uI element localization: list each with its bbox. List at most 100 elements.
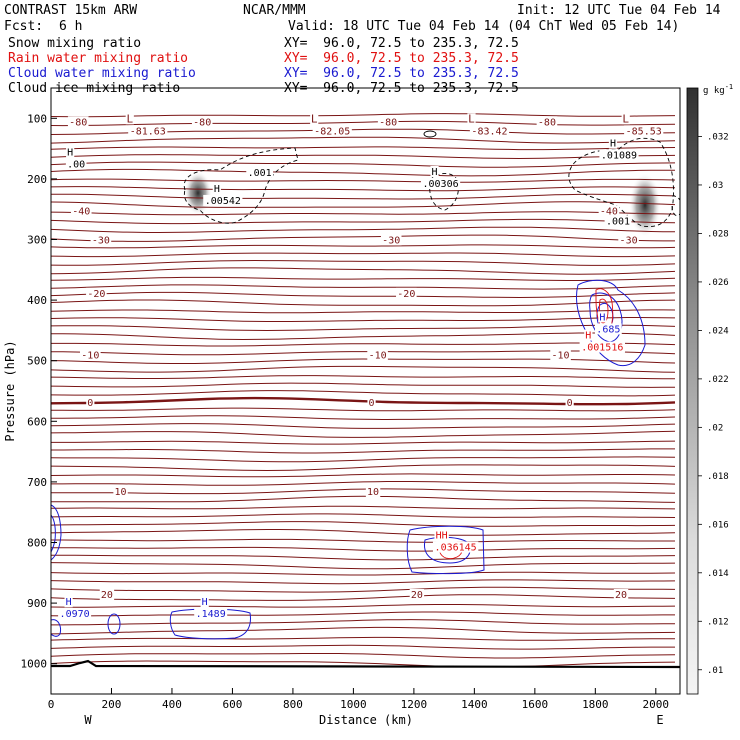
temperature-label-bg (565, 396, 574, 408)
x-tick-label: 1600 (522, 698, 549, 711)
temperature-label: 10 (115, 487, 127, 498)
field-snow-name: Snow mixing ratio (8, 36, 142, 51)
ice-max-value: .01089 (601, 150, 637, 161)
low-value: -81.63 (130, 126, 166, 137)
temperature-label-bg (613, 589, 629, 601)
temperature-isotherm (51, 154, 676, 160)
plot-frame (50, 87, 681, 695)
temperature-isotherm (51, 473, 676, 478)
temperature-label-bg (80, 349, 101, 361)
ice-contours (183, 130, 680, 227)
cloud-water-center-inner (423, 536, 471, 564)
temperature-isotherm (51, 546, 676, 552)
colorbar-tick-label: .024 (707, 326, 729, 336)
cloud-water-max-value: .685 (596, 324, 620, 335)
temperature-isotherm (51, 554, 676, 561)
temperature-label-bg (86, 396, 95, 408)
temperature-label-bg (396, 287, 417, 299)
ice-max-marker: H (67, 148, 73, 159)
rain-max-marker: H (585, 331, 591, 342)
ice-max-marker: H (610, 138, 616, 149)
low-value-bg (469, 125, 510, 137)
temperature-label: 0 (87, 398, 93, 409)
temperature-isotherm (51, 611, 675, 617)
rain-max-marker: HH (436, 531, 448, 542)
ice-max-value: .00306 (423, 179, 459, 190)
field-ice-name: Cloud ice mixing ratio (8, 81, 181, 96)
temperature-label-bg (67, 116, 89, 128)
temperature-isotherm (51, 234, 675, 242)
y-tick-label: 600 (27, 415, 47, 428)
temperature-isotherm (51, 488, 676, 495)
ice-contour-label-bg (246, 166, 274, 178)
temperature-label-bg (90, 234, 112, 246)
contour-labels: -80 -80 -80 -80 -40 -40 -30 -30 -30 -20 -20 -10 -10 -… (58, 112, 664, 620)
temperature-isotherm (51, 350, 676, 356)
x-tick-label: 1800 (582, 698, 609, 711)
temperature-isotherm (51, 430, 676, 438)
field-rain-xy: XY= 96.0, 72.5 to 235.3, 72.5 (284, 51, 519, 66)
temperature-isotherm (51, 168, 675, 177)
colorbar-tick-label: .026 (707, 278, 729, 288)
colorbar-tick-label: .014 (707, 569, 729, 579)
rain-contours (438, 288, 614, 559)
temperature-isotherm (51, 342, 676, 347)
x-tick-label: 1400 (461, 698, 488, 711)
cloud-water-max-marker: H (599, 312, 605, 323)
colorbar-tick-label: .018 (707, 472, 729, 482)
cloud-water-west-edge (51, 504, 62, 561)
cloud-water-west-low (51, 619, 61, 637)
ice-max-marker-bg (212, 182, 221, 194)
temperature-isotherm (51, 495, 676, 503)
temperature-isotherm (51, 529, 676, 536)
temperature-isotherm (51, 284, 676, 290)
cloud-water-max-marker: H (66, 597, 72, 608)
colorbar-ticks: .032 .03 .028 .026 .024 .022 .02 .018 .016 .014 .0… (698, 132, 729, 676)
temperature-isotherm (51, 653, 676, 659)
y-tick-label: 700 (27, 476, 47, 489)
x-tick-label: 1200 (401, 698, 428, 711)
rain-max-value: .036145 (435, 543, 477, 554)
ice-max-value-bg (420, 177, 461, 189)
cloud-water-max-value: .1489 (196, 609, 226, 620)
colorbar-tick-label: .032 (707, 132, 729, 142)
temperature-label-bg (367, 349, 388, 361)
low-marker: L (126, 112, 133, 125)
field-snow-xy: XY= 96.0, 72.5 to 235.3, 72.5 (284, 36, 519, 51)
init-time: Init: 12 UTC Tue 04 Feb 14 (517, 3, 721, 18)
colorbar-tick-label: .012 (707, 617, 729, 627)
temperature-isotherm (51, 396, 676, 406)
colorbar-unit: g kg-1 (703, 83, 733, 96)
temperature-label: -30 (620, 236, 638, 247)
cloud-water-center-outer (406, 525, 485, 575)
temperature-label-bg (377, 116, 399, 128)
temperature-label-bg (536, 116, 558, 128)
colorbar-tick-label: .03 (707, 181, 723, 191)
temperature-label-bg (598, 205, 620, 217)
ice-contour-label-bg (604, 215, 632, 227)
temperature-label-bg (70, 205, 92, 217)
ice-max-value-bg (599, 149, 639, 161)
temperature-isotherm (51, 505, 676, 510)
temperature-isotherm (51, 382, 676, 388)
y-axis-title: Pressure (hPa) (3, 340, 17, 441)
rain-max-value-bg (432, 541, 479, 553)
cloud-water-west-edge-inner (51, 514, 56, 553)
rain-max-value: .001516 (581, 343, 623, 354)
ice-max-marker-bg (430, 165, 439, 177)
forecast-label: Fcst: (4, 19, 44, 34)
temperature-isotherm (51, 218, 676, 225)
temperature-isotherm (51, 626, 676, 635)
temperature-isotherm (51, 161, 676, 168)
axes: 0 200 400 600 800 1000 1200 1400 1600 1800 2000100… (21, 112, 670, 711)
ice-contour-west (183, 147, 299, 224)
ice-max-marker-bg (66, 146, 75, 158)
ice-max-value: .00 (67, 160, 85, 171)
temperature-isotherm (51, 193, 676, 200)
temperature-label-bg (99, 589, 115, 601)
colorbar-tick-label: .028 (707, 229, 729, 239)
low-value-bg (624, 125, 664, 137)
temperature-label: -20 (87, 289, 105, 300)
temperature-isotherm (51, 644, 675, 650)
x-axis-title: Distance (km) (319, 713, 413, 727)
